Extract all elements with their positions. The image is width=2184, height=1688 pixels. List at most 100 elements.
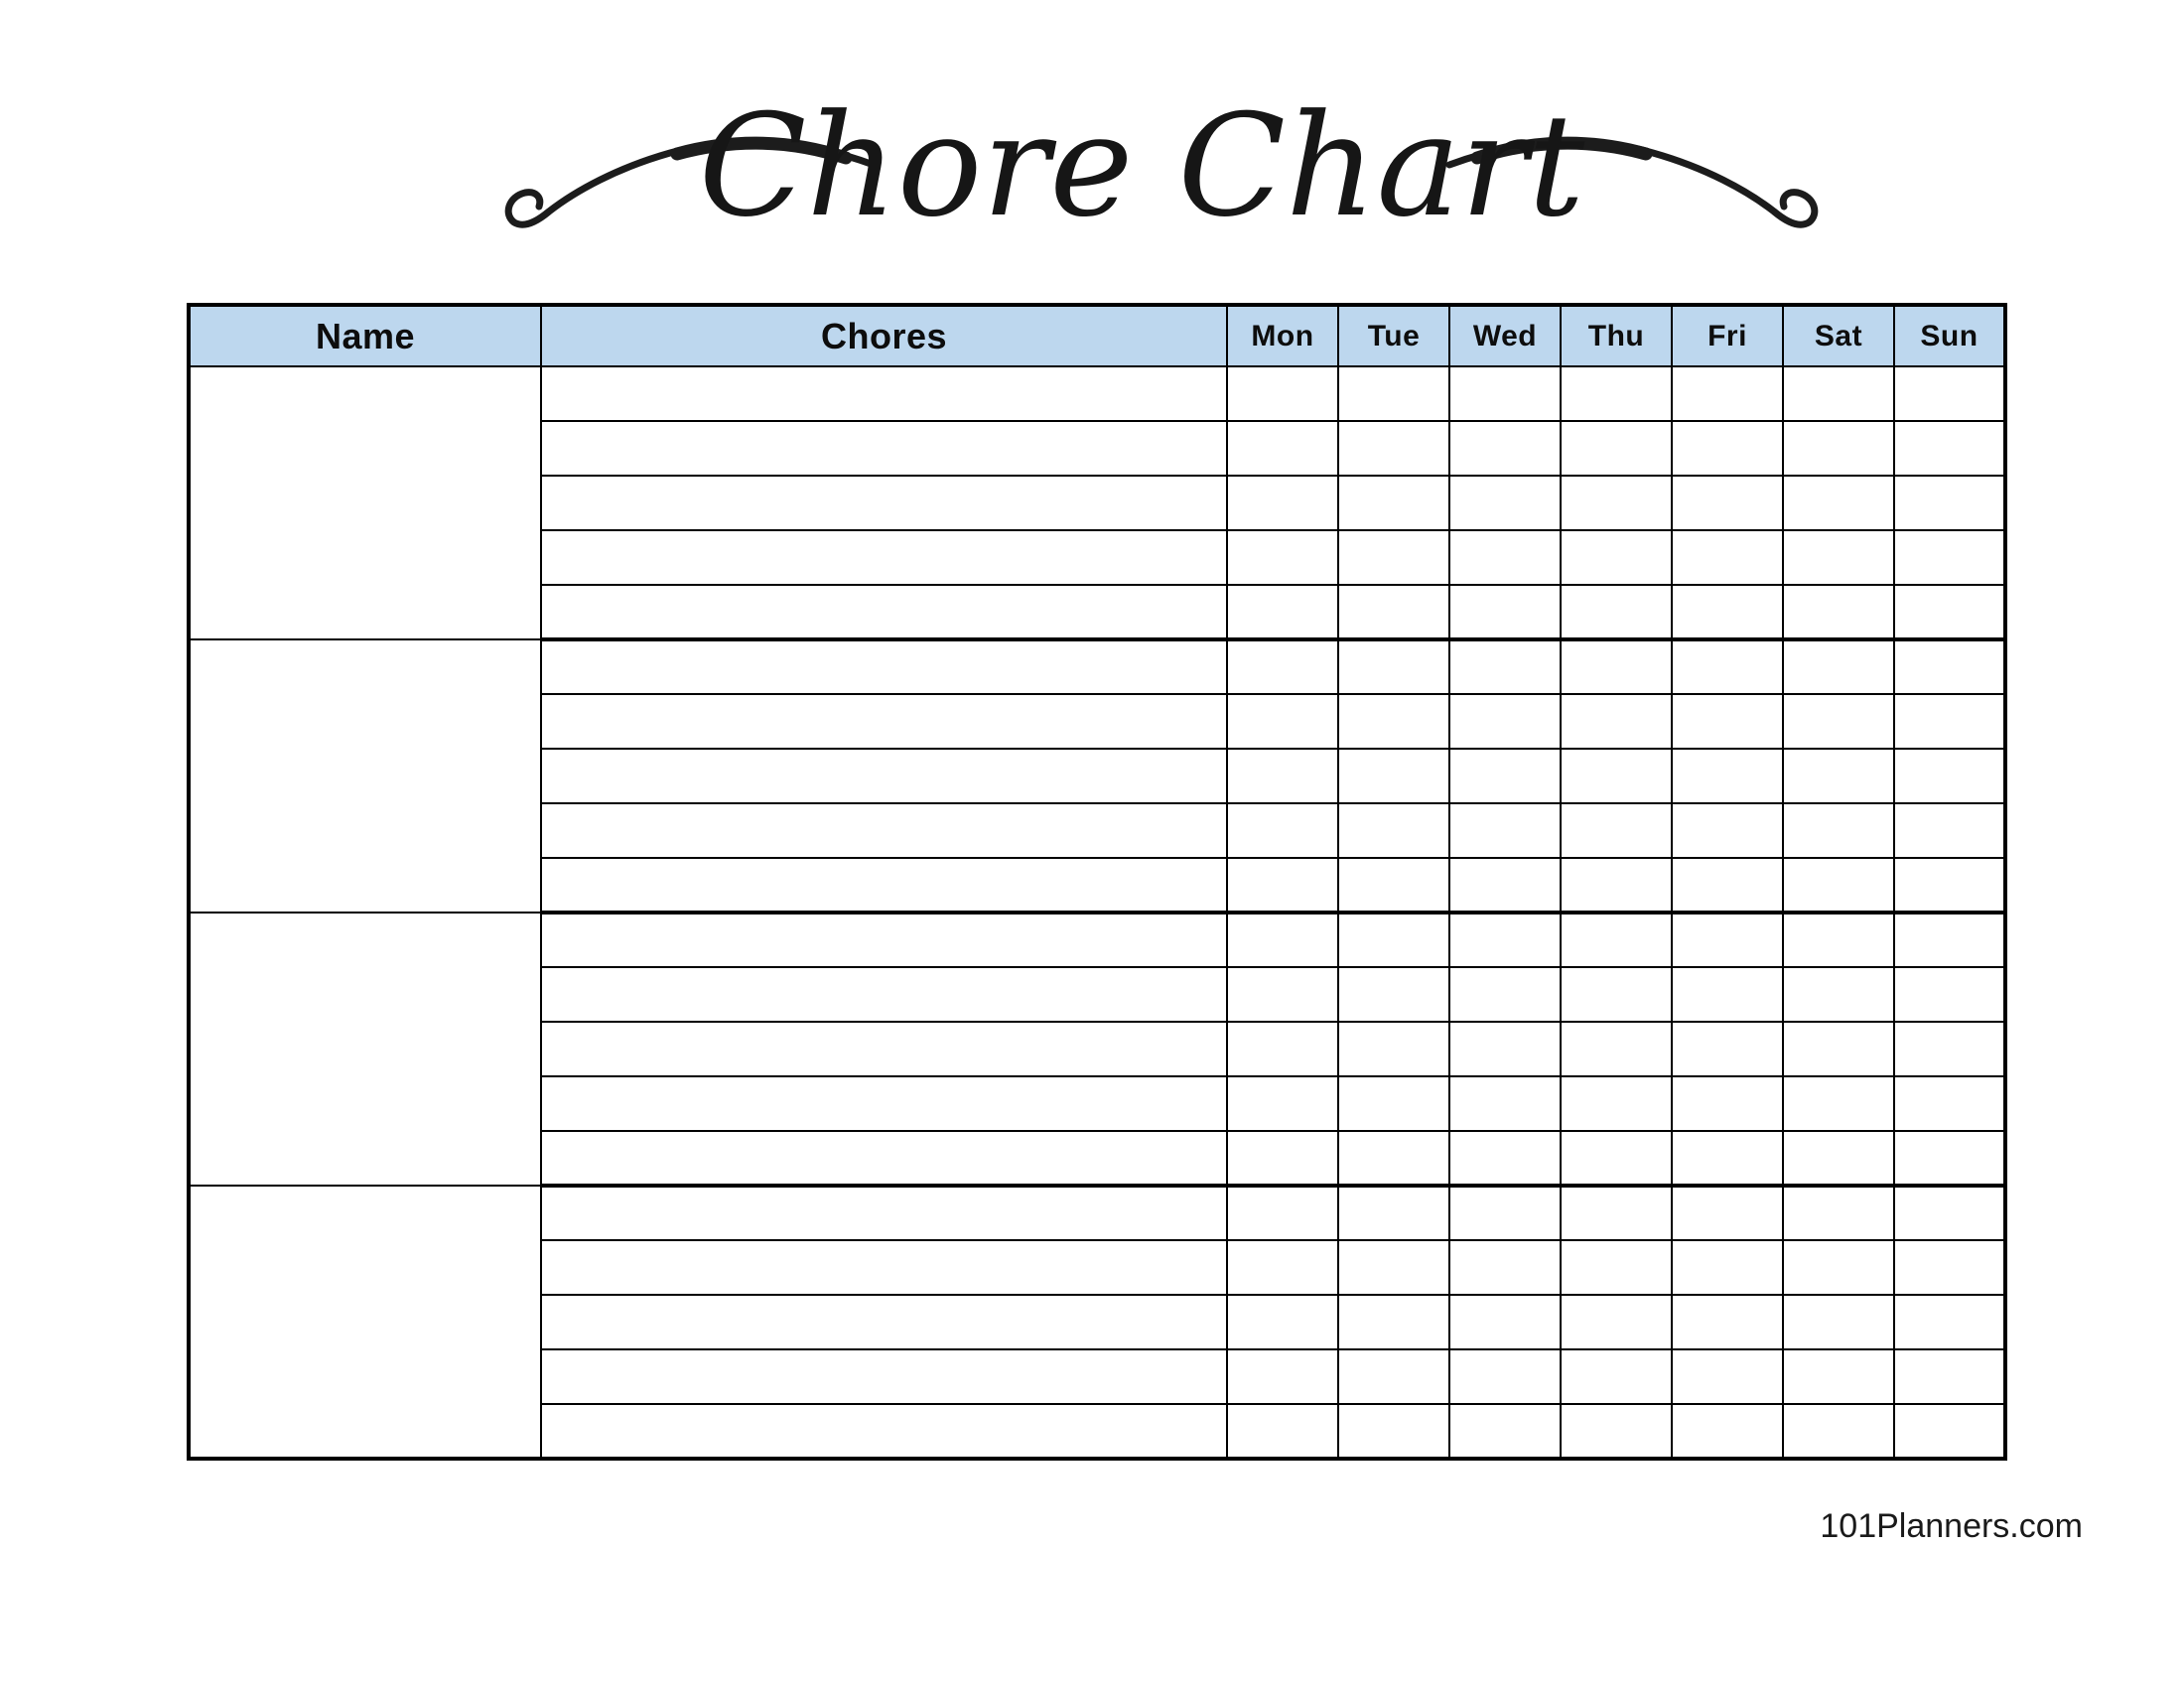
day-cell[interactable] [1226, 475, 1339, 531]
day-cell[interactable] [1893, 1075, 2006, 1132]
day-cell[interactable] [1226, 748, 1339, 804]
day-cell[interactable] [1560, 857, 1673, 914]
day-cell[interactable] [1337, 1403, 1450, 1461]
day-cell[interactable] [1337, 748, 1450, 804]
day-cell[interactable] [1448, 912, 1562, 968]
day-cell[interactable] [1337, 365, 1450, 422]
day-cell[interactable] [1782, 693, 1895, 750]
day-cell[interactable] [1671, 1239, 1784, 1296]
day-cell[interactable] [1337, 1075, 1450, 1132]
day-cell[interactable] [1560, 693, 1673, 750]
day-cell[interactable] [1560, 475, 1673, 531]
day-cell[interactable] [1448, 1130, 1562, 1188]
day-cell[interactable] [1226, 1075, 1339, 1132]
day-cell[interactable] [1226, 1348, 1339, 1405]
day-cell[interactable] [1560, 1348, 1673, 1405]
day-cell[interactable] [1337, 1294, 1450, 1350]
chore-cell[interactable] [540, 529, 1228, 586]
chore-cell[interactable] [540, 1348, 1228, 1405]
day-cell[interactable] [1782, 1075, 1895, 1132]
day-cell[interactable] [1448, 857, 1562, 914]
day-cell[interactable] [1448, 1185, 1562, 1241]
day-cell[interactable] [1893, 748, 2006, 804]
day-cell[interactable] [1560, 1021, 1673, 1077]
day-cell[interactable] [1893, 1130, 2006, 1188]
day-cell[interactable] [1782, 857, 1895, 914]
day-cell[interactable] [1560, 802, 1673, 859]
day-cell[interactable] [1782, 365, 1895, 422]
day-cell[interactable] [1893, 912, 2006, 968]
day-cell[interactable] [1560, 365, 1673, 422]
day-cell[interactable] [1671, 529, 1784, 586]
day-cell[interactable] [1671, 1130, 1784, 1188]
day-cell[interactable] [1782, 802, 1895, 859]
chore-cell[interactable] [540, 802, 1228, 859]
name-cell-group-4[interactable] [188, 1185, 542, 1460]
chore-cell[interactable] [540, 1075, 1228, 1132]
day-cell[interactable] [1671, 365, 1784, 422]
day-cell[interactable] [1226, 365, 1339, 422]
day-cell[interactable] [1448, 748, 1562, 804]
day-cell[interactable] [1226, 1403, 1339, 1461]
day-cell[interactable] [1337, 638, 1450, 695]
day-cell[interactable] [1226, 966, 1339, 1023]
day-cell[interactable] [1226, 1294, 1339, 1350]
day-cell[interactable] [1671, 1348, 1784, 1405]
day-cell[interactable] [1226, 1130, 1339, 1188]
day-cell[interactable] [1560, 1130, 1673, 1188]
day-cell[interactable] [1671, 638, 1784, 695]
day-cell[interactable] [1782, 1185, 1895, 1241]
day-cell[interactable] [1782, 912, 1895, 968]
day-cell[interactable] [1782, 748, 1895, 804]
day-cell[interactable] [1671, 420, 1784, 477]
chore-cell[interactable] [540, 912, 1228, 968]
name-cell-group-2[interactable] [188, 638, 542, 914]
day-cell[interactable] [1671, 1185, 1784, 1241]
day-cell[interactable] [1671, 1294, 1784, 1350]
day-cell[interactable] [1337, 802, 1450, 859]
day-cell[interactable] [1893, 1239, 2006, 1296]
day-cell[interactable] [1671, 912, 1784, 968]
day-cell[interactable] [1782, 1403, 1895, 1461]
day-cell[interactable] [1782, 638, 1895, 695]
day-cell[interactable] [1226, 529, 1339, 586]
day-cell[interactable] [1226, 638, 1339, 695]
day-cell[interactable] [1337, 1348, 1450, 1405]
chore-cell[interactable] [540, 1130, 1228, 1188]
day-cell[interactable] [1226, 857, 1339, 914]
day-cell[interactable] [1448, 365, 1562, 422]
day-cell[interactable] [1448, 584, 1562, 641]
day-cell[interactable] [1560, 1185, 1673, 1241]
day-cell[interactable] [1226, 420, 1339, 477]
day-cell[interactable] [1893, 857, 2006, 914]
chore-cell[interactable] [540, 365, 1228, 422]
day-cell[interactable] [1448, 1075, 1562, 1132]
day-cell[interactable] [1893, 1403, 2006, 1461]
day-cell[interactable] [1448, 529, 1562, 586]
day-cell[interactable] [1448, 475, 1562, 531]
name-cell-group-1[interactable] [188, 365, 542, 640]
chore-cell[interactable] [540, 857, 1228, 914]
day-cell[interactable] [1337, 1239, 1450, 1296]
day-cell[interactable] [1337, 693, 1450, 750]
day-cell[interactable] [1337, 966, 1450, 1023]
day-cell[interactable] [1226, 1239, 1339, 1296]
day-cell[interactable] [1448, 966, 1562, 1023]
day-cell[interactable] [1226, 802, 1339, 859]
day-cell[interactable] [1337, 420, 1450, 477]
day-cell[interactable] [1337, 912, 1450, 968]
day-cell[interactable] [1337, 1185, 1450, 1241]
day-cell[interactable] [1782, 1130, 1895, 1188]
day-cell[interactable] [1448, 693, 1562, 750]
day-cell[interactable] [1893, 1185, 2006, 1241]
day-cell[interactable] [1448, 1239, 1562, 1296]
day-cell[interactable] [1448, 1403, 1562, 1461]
chore-cell[interactable] [540, 584, 1228, 641]
day-cell[interactable] [1893, 693, 2006, 750]
day-cell[interactable] [1226, 1021, 1339, 1077]
chore-cell[interactable] [540, 966, 1228, 1023]
day-cell[interactable] [1448, 1021, 1562, 1077]
day-cell[interactable] [1893, 966, 2006, 1023]
day-cell[interactable] [1893, 1021, 2006, 1077]
day-cell[interactable] [1782, 1021, 1895, 1077]
